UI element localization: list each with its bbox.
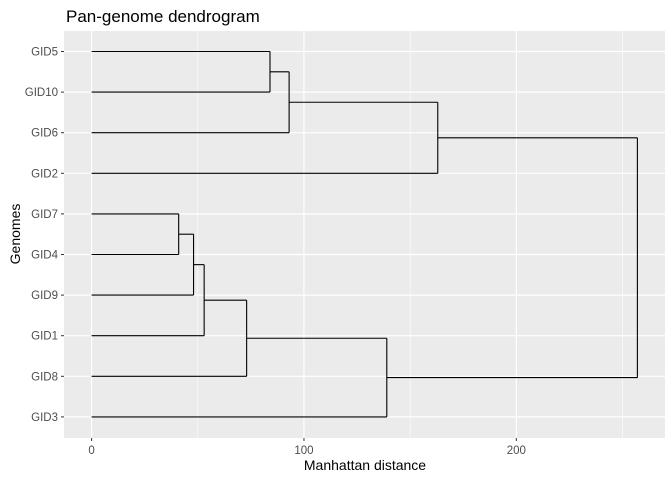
x-tick-label: 200: [507, 445, 526, 457]
x-axis-ticks: 0 100 200: [88, 438, 526, 457]
x-axis-title: Manhattan distance: [304, 457, 426, 473]
y-axis-title: Genomes: [7, 204, 23, 265]
x-tick-label: 0: [88, 445, 94, 457]
y-tick-label: GID3: [31, 412, 58, 424]
y-tick-label: GID6: [31, 128, 58, 140]
y-tick-label: GID5: [31, 47, 58, 59]
y-tick-label: GID1: [31, 331, 58, 343]
y-axis-ticks: GID5 GID10 GID6 GID2 GID7 GID4 GID9 GID1 GID8 GID…: [25, 47, 64, 424]
y-tick-label: GID9: [31, 290, 58, 302]
x-tick-label: 100: [294, 445, 313, 457]
chart-title: Pan-genome dendrogram: [66, 7, 260, 26]
y-tick-label: GID10: [25, 87, 58, 99]
y-tick-label: GID4: [31, 250, 58, 262]
plot-panel: [64, 31, 665, 438]
y-tick-label: GID2: [31, 168, 58, 180]
y-tick-label: GID7: [31, 209, 58, 221]
y-tick-label: GID8: [31, 371, 58, 383]
dendrogram-branches: [91, 50, 638, 418]
